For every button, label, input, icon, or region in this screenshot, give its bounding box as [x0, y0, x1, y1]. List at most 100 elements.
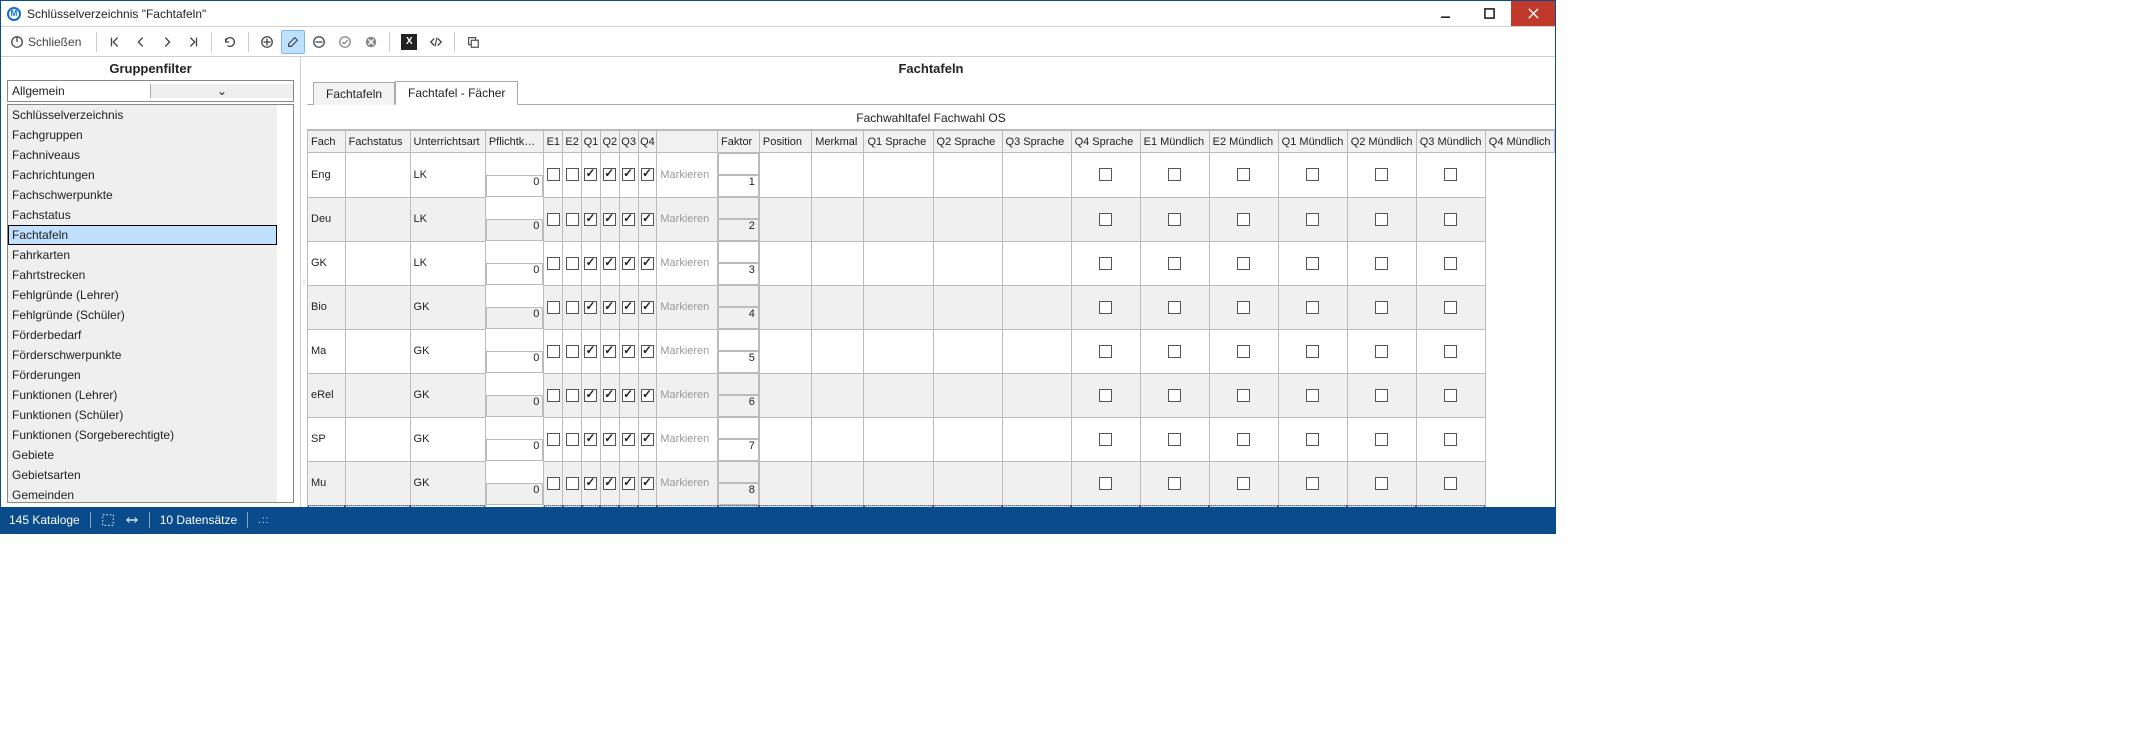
cell[interactable] [812, 241, 864, 285]
checkbox[interactable] [1099, 257, 1112, 270]
cell[interactable]: 1 [718, 175, 759, 197]
checkbox[interactable] [603, 213, 616, 226]
cell[interactable]: 4 [718, 307, 759, 329]
checkbox[interactable] [1444, 301, 1457, 314]
cell[interactable]: GK [308, 241, 346, 285]
checkbox[interactable] [566, 345, 579, 358]
checkbox[interactable] [547, 301, 560, 314]
column-header[interactable]: E1 Mündlich [1140, 131, 1209, 153]
checkbox[interactable] [1168, 433, 1181, 446]
checkbox-cell[interactable] [1209, 153, 1278, 198]
group-filter-combo[interactable]: Allgemein ⌄ [7, 80, 294, 102]
checkbox-cell[interactable] [1278, 285, 1347, 329]
cell[interactable]: 0 [486, 175, 544, 197]
cell[interactable] [1002, 197, 1071, 241]
list-item[interactable]: Förderbedarf [8, 325, 277, 345]
checkbox-cell[interactable] [638, 373, 657, 417]
column-header[interactable]: Q3 [619, 131, 638, 153]
checkbox[interactable] [622, 433, 635, 446]
checkbox-cell[interactable] [600, 197, 619, 241]
list-item[interactable]: Fahrkarten [8, 245, 277, 265]
column-header[interactable]: E2 [563, 131, 582, 153]
table-row[interactable]: BioGK0Markieren4 [308, 285, 1555, 329]
checkbox-cell[interactable] [638, 417, 657, 461]
checkbox[interactable] [1444, 477, 1457, 490]
mark-cell[interactable]: Markieren [657, 285, 718, 329]
column-header[interactable]: Q1 Sprache [864, 131, 933, 153]
checkbox[interactable] [1444, 345, 1457, 358]
checkbox[interactable] [603, 345, 616, 358]
maximize-button[interactable] [1467, 1, 1511, 26]
checkbox-cell[interactable] [638, 197, 657, 241]
checkbox[interactable] [641, 257, 654, 270]
checkbox-cell[interactable] [544, 197, 563, 241]
cell[interactable] [718, 461, 759, 483]
cell[interactable] [864, 417, 933, 461]
cell[interactable] [759, 417, 811, 461]
checkbox[interactable] [1099, 345, 1112, 358]
cell[interactable] [1002, 329, 1071, 373]
cell[interactable] [718, 285, 759, 307]
checkbox-cell[interactable] [1209, 329, 1278, 373]
checkbox[interactable] [1237, 257, 1250, 270]
cell[interactable] [812, 329, 864, 373]
checkbox[interactable] [622, 257, 635, 270]
checkbox[interactable] [622, 213, 635, 226]
checkbox[interactable] [1099, 168, 1112, 181]
cell[interactable] [1002, 373, 1071, 417]
list-item[interactable]: Fachstatus [8, 205, 277, 225]
checkbox[interactable] [584, 301, 597, 314]
checkbox[interactable] [547, 345, 560, 358]
cell[interactable]: GK [410, 373, 485, 417]
cell[interactable]: LK [410, 197, 485, 241]
column-header[interactable]: E1 [544, 131, 563, 153]
checkbox[interactable] [1168, 345, 1181, 358]
checkbox-cell[interactable] [1140, 153, 1209, 198]
column-header[interactable]: Q4 Mündlich [1485, 131, 1554, 153]
cell[interactable] [759, 197, 811, 241]
checkbox-cell[interactable] [1416, 373, 1485, 417]
cell[interactable] [812, 153, 864, 198]
cell[interactable] [864, 153, 933, 198]
checkbox-cell[interactable] [1416, 461, 1485, 505]
checkbox-cell[interactable] [1278, 197, 1347, 241]
checkbox[interactable] [1306, 257, 1319, 270]
checkbox[interactable] [1099, 213, 1112, 226]
mark-cell[interactable]: Markieren [657, 197, 718, 241]
cell[interactable]: 7 [718, 439, 759, 461]
checkbox-cell[interactable] [600, 417, 619, 461]
checkbox[interactable] [1168, 213, 1181, 226]
checkbox[interactable] [1375, 477, 1388, 490]
cell[interactable]: GK [410, 329, 485, 373]
checkbox[interactable] [1306, 433, 1319, 446]
list-item[interactable]: Funktionen (Lehrer) [8, 385, 277, 405]
cell[interactable] [933, 461, 1002, 505]
mark-cell[interactable]: Markieren [657, 417, 718, 461]
resize-grip-icon[interactable]: .:: [258, 515, 1547, 526]
cell[interactable]: 3 [718, 263, 759, 285]
checkbox[interactable] [641, 477, 654, 490]
checkbox-cell[interactable] [582, 285, 601, 329]
checkbox[interactable] [641, 168, 654, 181]
checkbox-cell[interactable] [1347, 241, 1416, 285]
table-row[interactable]: MuGK0Markieren8 [308, 461, 1555, 505]
checkbox[interactable] [1306, 301, 1319, 314]
cell[interactable]: Bio [308, 285, 346, 329]
cell[interactable] [718, 417, 759, 439]
checkbox[interactable] [566, 301, 579, 314]
checkbox-cell[interactable] [1347, 461, 1416, 505]
checkbox-cell[interactable] [544, 417, 563, 461]
column-header[interactable]: Q1 [582, 131, 601, 153]
checkbox-cell[interactable] [1278, 461, 1347, 505]
checkbox[interactable] [584, 213, 597, 226]
checkbox-cell[interactable] [1071, 417, 1140, 461]
cancel-button[interactable] [359, 30, 383, 54]
checkbox[interactable] [1375, 301, 1388, 314]
checkbox-cell[interactable] [600, 153, 619, 198]
column-header[interactable]: Position [759, 131, 811, 153]
checkbox-cell[interactable] [563, 329, 582, 373]
checkbox[interactable] [1306, 389, 1319, 402]
column-header[interactable]: Q3 Mündlich [1416, 131, 1485, 153]
checkbox-cell[interactable] [582, 461, 601, 505]
checkbox-cell[interactable] [1140, 417, 1209, 461]
